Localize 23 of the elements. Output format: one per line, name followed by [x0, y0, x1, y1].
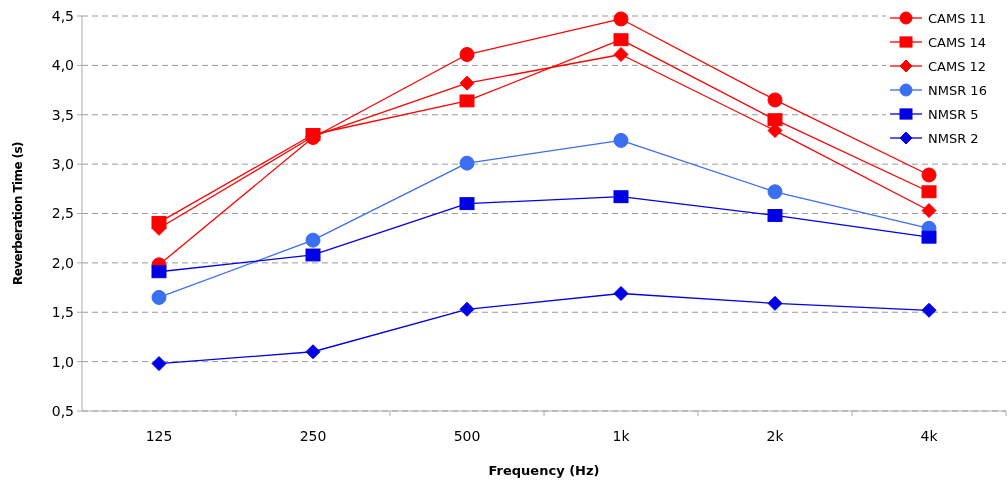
- y-tick-label: 2,0: [51, 254, 74, 271]
- y-tick-label: 0,5: [51, 402, 74, 419]
- x-tick-label: 250: [299, 428, 327, 444]
- y-tick-label: 4,5: [51, 7, 74, 24]
- y-tick-label: 1,0: [51, 353, 74, 370]
- x-axis-title: Frequency (Hz): [488, 463, 600, 478]
- y-tick-label: 2,5: [51, 205, 74, 222]
- x-tick-label: 1k: [612, 428, 631, 444]
- x-tick-label: 2k: [766, 428, 785, 444]
- y-tick-label: 4,0: [51, 57, 74, 74]
- legend-label: NMSR 5: [928, 106, 979, 122]
- y-tick-label: 1,5: [51, 304, 74, 321]
- legend-label: CAMS 14: [928, 34, 987, 50]
- x-tick-label: 125: [145, 428, 173, 444]
- y-tick-label: 3,0: [51, 156, 74, 173]
- y-tick-label: 3,5: [51, 106, 74, 123]
- legend-label: NMSR 2: [928, 130, 979, 146]
- x-tick-label: 4k: [920, 428, 939, 444]
- legend-label: CAMS 11: [928, 10, 987, 26]
- legend-label: CAMS 12: [928, 58, 987, 74]
- legend-label: NMSR 16: [928, 82, 987, 98]
- x-tick-label: 500: [453, 428, 481, 444]
- y-axis-title: Reverberation Time (s): [11, 141, 25, 285]
